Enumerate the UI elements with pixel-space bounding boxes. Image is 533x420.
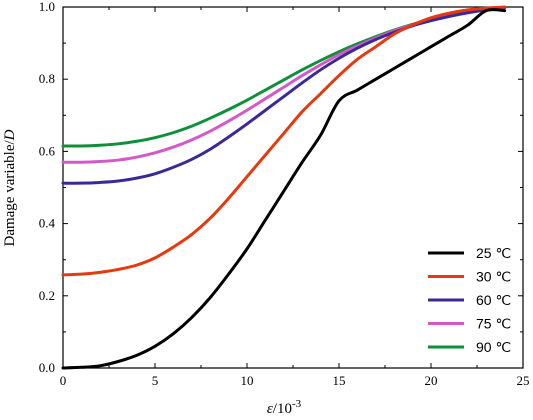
legend-label: 30 ℃ [476, 269, 511, 285]
y-tick-label: 0.6 [39, 143, 56, 158]
series-lines [61, 5, 507, 370]
y-tick-label: 1.0 [39, 0, 55, 14]
y-axis-title: Damage variable/D [2, 129, 18, 246]
series-line-75 [61, 6, 507, 164]
x-axis-symbol: ε [267, 401, 273, 417]
legend-label: 25 ℃ [476, 245, 511, 261]
x-tick-label: 20 [425, 373, 438, 388]
y-tick-label: 0.0 [39, 360, 55, 375]
legend-label: 60 ℃ [476, 292, 511, 308]
series-line-25 [61, 8, 507, 370]
x-axis-title: ε/10-3 [267, 398, 302, 417]
y-axis-text: Damage variable/ [2, 139, 18, 246]
y-tick-label: 0.8 [39, 71, 55, 86]
x-tick-label: 15 [333, 373, 346, 388]
x-tick-label: 5 [152, 373, 159, 388]
axes: 0 5 10 15 20 25 0.0 0.2 0.4 0.6 0.8 1.0 [39, 0, 530, 388]
legend-label: 90 ℃ [476, 339, 511, 355]
x-tick-label: 10 [241, 373, 254, 388]
plot-frame [62, 6, 524, 369]
series-line-60 [61, 6, 507, 185]
x-tick-label: 25 [517, 373, 530, 388]
y-tick-label: 0.2 [39, 288, 55, 303]
x-axis-unit: /10 [273, 401, 292, 417]
y-tick-label: 0.4 [39, 216, 56, 231]
series-line-30 [61, 5, 507, 277]
legend-label: 75 ℃ [476, 316, 511, 332]
legend: 25 ℃ 30 ℃ 60 ℃ 75 ℃ 90 ℃ [428, 245, 511, 355]
series-line-90 [61, 5, 507, 148]
x-axis-exponent: -3 [292, 398, 302, 410]
x-tick-label: 0 [60, 373, 67, 388]
y-axis-symbol: D [2, 129, 18, 141]
